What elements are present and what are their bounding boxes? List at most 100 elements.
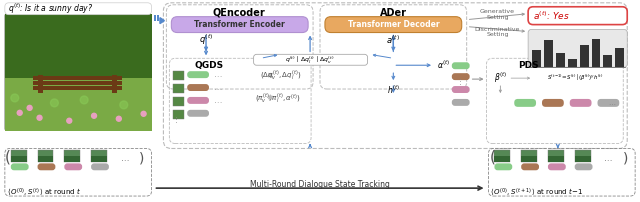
FancyBboxPatch shape (253, 54, 367, 65)
Bar (112, 75, 117, 93)
FancyBboxPatch shape (452, 99, 470, 106)
FancyBboxPatch shape (5, 14, 152, 131)
Bar (33, 86, 122, 90)
FancyBboxPatch shape (452, 62, 470, 69)
Bar (38, 156, 53, 162)
Text: Setting: Setting (486, 32, 509, 37)
FancyBboxPatch shape (452, 73, 470, 80)
Text: $(\pi_v^{(t)},\pi_l^{(t)},\alpha^{(t)})$: $(\pi_v^{(t)},\pi_l^{(t)},\alpha^{(t)})$ (255, 91, 301, 105)
Bar (5, 14, 152, 78)
Text: …: … (214, 96, 222, 105)
Text: …: … (214, 70, 222, 79)
Bar (544, 40, 553, 67)
Text: $h^{(t)}$: $h^{(t)}$ (387, 84, 400, 96)
FancyBboxPatch shape (188, 97, 209, 104)
Circle shape (27, 105, 32, 110)
Bar (64, 156, 80, 162)
Bar (495, 156, 510, 162)
FancyBboxPatch shape (528, 7, 627, 25)
Bar (575, 150, 591, 162)
FancyBboxPatch shape (575, 163, 593, 170)
Circle shape (141, 111, 146, 116)
Bar (548, 150, 564, 162)
FancyBboxPatch shape (570, 99, 591, 107)
Bar (604, 55, 612, 67)
Bar (173, 97, 184, 106)
Text: ): ) (139, 151, 144, 165)
Text: (: ( (5, 150, 11, 165)
Circle shape (67, 118, 72, 123)
Text: ⋮: ⋮ (457, 78, 464, 84)
Text: $a^{(t)}$: Yes: $a^{(t)}$: Yes (533, 9, 570, 22)
Bar (33, 81, 122, 85)
FancyBboxPatch shape (188, 110, 209, 117)
Text: Discriminative: Discriminative (475, 27, 520, 32)
FancyBboxPatch shape (495, 163, 512, 170)
Text: PDS: PDS (518, 61, 538, 70)
Bar (173, 84, 184, 93)
Text: ADer: ADer (380, 8, 407, 18)
Text: $\langle\, O^{(0)}, S^{(t+1)}\,\rangle$ at round $t\!-\!1$: $\langle\, O^{(0)}, S^{(t+1)}\,\rangle$ … (490, 186, 584, 198)
FancyBboxPatch shape (91, 163, 109, 170)
Bar (154, 15, 156, 21)
Text: Multi-Round Dialogue State Tracking: Multi-Round Dialogue State Tracking (250, 180, 390, 189)
Bar (157, 15, 159, 21)
Text: …: … (214, 83, 222, 92)
Bar (548, 156, 564, 162)
FancyBboxPatch shape (64, 163, 82, 170)
Bar (38, 75, 42, 93)
Bar (580, 45, 589, 67)
Bar (11, 150, 27, 162)
FancyBboxPatch shape (5, 3, 152, 15)
Bar (615, 48, 624, 67)
Bar (91, 156, 107, 162)
Text: QGDS: QGDS (195, 61, 223, 70)
Bar (495, 150, 510, 162)
FancyBboxPatch shape (598, 99, 620, 107)
Text: ⋮: ⋮ (173, 116, 180, 122)
FancyBboxPatch shape (515, 99, 536, 107)
Text: $q^{(t)}$: Is it a sunny day?: $q^{(t)}$: Is it a sunny day? (8, 2, 93, 16)
Text: QEncoder: QEncoder (212, 8, 265, 18)
Text: $\beta^{(t)}$: $\beta^{(t)}$ (493, 71, 507, 85)
FancyBboxPatch shape (325, 17, 461, 33)
Polygon shape (160, 18, 164, 24)
FancyBboxPatch shape (528, 29, 627, 67)
Bar (568, 59, 577, 67)
FancyBboxPatch shape (38, 163, 56, 170)
Bar (91, 150, 107, 162)
Circle shape (80, 96, 88, 104)
Text: $\langle\, O^{(0)}, S^{(t)}\,\rangle$ at round $t$: $\langle\, O^{(0)}, S^{(t)}\,\rangle$ at… (7, 186, 81, 198)
Bar (64, 150, 80, 162)
Text: ): ) (623, 151, 628, 165)
FancyBboxPatch shape (521, 163, 539, 170)
Bar (575, 156, 591, 162)
Bar (591, 39, 600, 67)
Text: …: … (120, 154, 129, 163)
Text: Transformer Decoder: Transformer Decoder (348, 20, 439, 29)
Circle shape (116, 116, 122, 121)
FancyBboxPatch shape (188, 71, 209, 78)
Bar (521, 156, 537, 162)
Circle shape (51, 99, 58, 107)
Circle shape (92, 113, 97, 118)
FancyBboxPatch shape (452, 86, 470, 93)
FancyBboxPatch shape (542, 99, 564, 107)
Bar (173, 71, 184, 80)
FancyBboxPatch shape (188, 84, 209, 91)
Text: Setting: Setting (486, 15, 509, 20)
Text: $\alpha^{(t)}$: $\alpha^{(t)}$ (437, 59, 451, 72)
Bar (556, 53, 564, 67)
Text: $(\Delta q_v^{(t)},\Delta q_l^{(t)})$: $(\Delta q_v^{(t)},\Delta q_l^{(t)})$ (260, 68, 301, 82)
Text: $S^{(t\!-\!1)}\!=\!S^{(t)}\!\mid\!(\beta^{(t)})^\gamma h^{(t)}$: $S^{(t\!-\!1)}\!=\!S^{(t)}\!\mid\!(\beta… (547, 73, 604, 83)
Text: Transformer Encoder: Transformer Encoder (195, 20, 285, 29)
Circle shape (37, 115, 42, 120)
Text: $a^{(t)}$: $a^{(t)}$ (387, 33, 400, 46)
Bar (521, 150, 537, 162)
Text: (: ( (490, 150, 495, 165)
Bar (11, 156, 27, 162)
Circle shape (120, 101, 128, 109)
Circle shape (17, 110, 22, 115)
Text: Generative: Generative (480, 9, 515, 14)
Text: $q^{(t)}$: $q^{(t)}$ (199, 32, 213, 47)
